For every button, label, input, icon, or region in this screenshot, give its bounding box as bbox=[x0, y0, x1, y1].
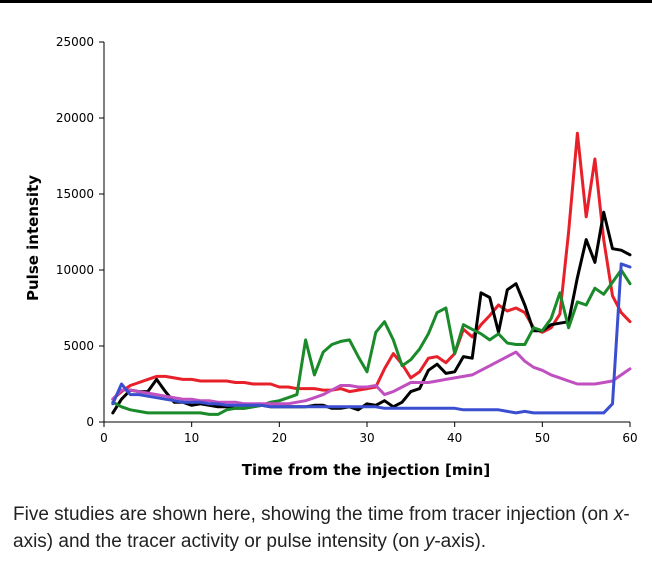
y-tick-label: 20000 bbox=[56, 111, 94, 125]
caption-axis-x: x bbox=[613, 504, 624, 525]
caption-text-1: Five studies are shown here, showing the… bbox=[13, 504, 614, 525]
x-tick-label: 0 bbox=[100, 431, 108, 445]
pulse-intensity-chart: 0 5000 10000 15000 20000 25000 0 10 20 30 40 50 60 P… bbox=[24, 35, 638, 479]
chart-figure: 0 5000 10000 15000 20000 25000 0 10 20 30 40 50 60 P… bbox=[0, 8, 652, 493]
series-line-3 bbox=[111, 268, 632, 416]
series-line-4 bbox=[111, 350, 632, 406]
y-tick-label: 15000 bbox=[56, 187, 94, 201]
series-line-5 bbox=[111, 262, 632, 415]
series-line-1 bbox=[111, 131, 632, 401]
figure-caption: Five studies are shown here, showing the… bbox=[13, 501, 643, 555]
x-axis-label: Time from the injection [min] bbox=[242, 461, 490, 479]
x-tick-label: 60 bbox=[622, 431, 637, 445]
plot-area: 0 5000 10000 15000 20000 25000 0 10 20 30 40 50 60 bbox=[56, 35, 638, 445]
caption-text-2: -axis) and the tracer activity or pulse … bbox=[13, 504, 630, 552]
x-tick-label: 20 bbox=[272, 431, 287, 445]
y-tick-label: 0 bbox=[86, 415, 94, 429]
caption-axis-y: y bbox=[424, 531, 435, 552]
x-tick-label: 50 bbox=[535, 431, 550, 445]
y-tick-label: 10000 bbox=[56, 263, 94, 277]
y-tick-label: 5000 bbox=[63, 339, 94, 353]
x-tick-label: 40 bbox=[447, 431, 462, 445]
y-tick-label: 25000 bbox=[56, 35, 94, 49]
top-rule bbox=[0, 0, 652, 3]
caption-text-3: -axis). bbox=[434, 531, 487, 552]
x-tick-label: 10 bbox=[184, 431, 199, 445]
x-tick-label: 30 bbox=[359, 431, 374, 445]
y-axis-label: Pulse intensity bbox=[24, 175, 42, 301]
